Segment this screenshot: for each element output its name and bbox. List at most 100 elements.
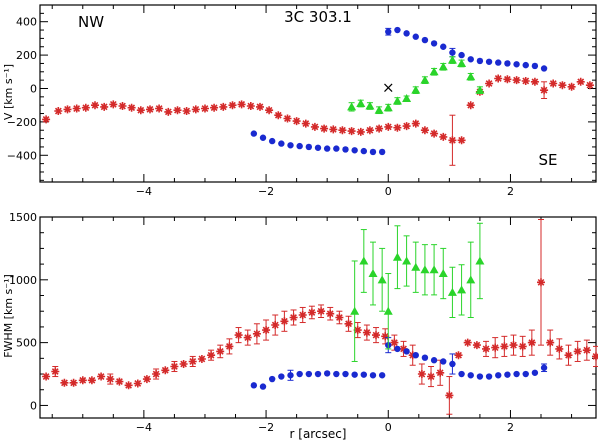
- fwhm-blue-circle-point: [259, 383, 267, 390]
- velocity-red-star-point: [448, 136, 457, 145]
- fwhm-green-triangle-point: [368, 269, 378, 278]
- fwhm-y-tick-label: 0: [30, 399, 37, 412]
- velocity-blue-circle-point: [385, 28, 392, 35]
- fwhm-blue-circle-point: [287, 372, 294, 379]
- x-axis-label: r [arcsec]: [290, 427, 347, 441]
- fwhm-red-star-point: [252, 329, 261, 338]
- fwhm-blue-circle-point: [504, 371, 511, 378]
- velocity-green-triangle-point: [392, 96, 402, 105]
- fwhm-red-star-point: [463, 338, 472, 347]
- velocity-plot-frame: [39, 4, 597, 183]
- velocity-red-star-point: [356, 127, 365, 136]
- velocity-green-triangle-point: [411, 85, 421, 94]
- velocity-blue-circle-point: [476, 57, 484, 65]
- velocity-red-star-point: [63, 105, 72, 114]
- fwhm-red-star-point: [216, 347, 225, 356]
- fwhm-blue-circle-point: [378, 372, 386, 379]
- fwhm-blue-circle-point: [394, 345, 401, 353]
- fwhm-blue-circle-point: [531, 369, 539, 376]
- fwhm-green-triangle-point: [475, 256, 485, 265]
- velocity-blue-circle-point: [467, 56, 474, 63]
- velocity-red-star-point: [485, 79, 494, 88]
- fwhm-red-star-point: [573, 347, 582, 356]
- fwhm-red-star-point: [564, 351, 573, 360]
- velocity-blue-circle-point: [259, 134, 267, 141]
- velocity-y-tick-label: −200: [7, 116, 37, 129]
- fwhm-blue-circle-point: [268, 375, 276, 383]
- fwhm-red-star-point: [60, 378, 69, 387]
- velocity-blue-circle-point: [351, 147, 358, 154]
- fwhm-x-tick-label: 0: [385, 421, 392, 434]
- fwhm-red-star-point: [472, 341, 481, 350]
- fwhm-blue-circle-point: [296, 370, 303, 378]
- fwhm-blue-circle-point: [467, 372, 474, 379]
- fwhm-green-triangle-point: [438, 269, 448, 278]
- fwhm-blue-circle-point: [305, 370, 313, 378]
- velocity-red-star-point: [393, 123, 402, 132]
- fwhm-red-star-point: [234, 331, 243, 340]
- velocity-green-triangle-point: [374, 105, 384, 114]
- velocity-red-star-point: [430, 129, 439, 138]
- fwhm-x-tick-label: −2: [258, 421, 274, 434]
- velocity-red-star-point: [219, 102, 228, 111]
- velocity-green-triangle-point: [457, 58, 467, 67]
- fwhm-red-star-point: [491, 343, 500, 352]
- fwhm-blue-circle-point: [513, 370, 520, 378]
- fwhm-red-star-point: [197, 355, 206, 363]
- fwhm-red-star-point: [582, 346, 591, 355]
- fwhm-plot-frame: [39, 216, 597, 419]
- velocity-green-triangle-point: [402, 94, 412, 103]
- velocity-red-star-point: [228, 101, 237, 110]
- velocity-red-star-point: [338, 126, 347, 135]
- velocity-red-star-point: [201, 104, 209, 113]
- velocity-red-star-point: [457, 136, 466, 145]
- velocity-red-star-point: [310, 122, 319, 131]
- velocity-red-star-point: [384, 122, 393, 131]
- velocity-red-star-point: [182, 107, 191, 115]
- fwhm-red-star-point: [161, 366, 170, 375]
- velocity-blue-circle-point: [403, 30, 410, 37]
- center-x-marker: ×: [382, 79, 395, 97]
- fwhm-red-star-point: [417, 370, 426, 378]
- fwhm-red-star-point: [427, 372, 435, 381]
- velocity-green-triangle-point: [429, 67, 439, 76]
- fwhm-green-triangle-point: [392, 252, 402, 261]
- fwhm-blue-circle-point: [485, 373, 493, 380]
- velocity-blue-circle-point: [449, 49, 456, 56]
- velocity-x-tick-label: −2: [258, 185, 274, 198]
- velocity-red-star-point: [127, 103, 136, 112]
- fwhm-data-marks: [42, 219, 598, 415]
- velocity-green-triangle-point: [475, 85, 485, 94]
- fwhm-x-tick-label: −4: [136, 421, 152, 434]
- fwhm-axes: −4 −2 0 2 0 500 1000 1500: [9, 211, 596, 434]
- fwhm-blue-circle-point: [440, 358, 447, 365]
- fwhm-green-triangle-point: [457, 285, 467, 294]
- velocity-red-star-point: [329, 125, 338, 134]
- velocity-red-star-point: [494, 74, 503, 83]
- fwhm-red-star-point: [381, 332, 390, 341]
- fwhm-red-star-point: [335, 313, 344, 322]
- velocity-red-star-point: [91, 101, 99, 110]
- fwhm-panel: FWHM [km s⁻¹] r [arcsec] −4 −2 0 2 0 500 1000 1…: [2, 211, 598, 441]
- velocity-red-star-point: [274, 111, 283, 120]
- velocity-blue-circle-point: [522, 61, 529, 69]
- fwhm-blue-circle-point: [522, 370, 529, 378]
- velocity-blue-circle-point: [495, 59, 502, 66]
- velocity-panel: 3C 303.1 NW SE V [km s⁻¹] −4 −2 0 2 −400 −200…: [2, 4, 597, 198]
- velocity-red-star-point: [540, 86, 549, 95]
- fwhm-blue-circle-point: [412, 351, 419, 359]
- fwhm-red-star-point: [243, 333, 252, 342]
- fwhm-red-star-point: [115, 377, 124, 386]
- fwhm-y-tick-label: 500: [16, 337, 37, 350]
- velocity-green-triangle-point: [420, 75, 430, 84]
- velocity-red-star-point: [301, 119, 310, 128]
- velocity-red-star-point: [109, 100, 118, 109]
- fwhm-red-star-point: [436, 368, 445, 377]
- velocity-blue-circle-point: [485, 58, 493, 65]
- fwhm-y-tick-label: 1500: [9, 211, 37, 224]
- velocity-red-star-point: [237, 100, 246, 109]
- fwhm-red-star-point: [188, 357, 197, 366]
- velocity-red-star-point: [283, 114, 292, 123]
- fwhm-blue-circle-point: [458, 370, 465, 378]
- fwhm-red-star-point: [289, 313, 298, 322]
